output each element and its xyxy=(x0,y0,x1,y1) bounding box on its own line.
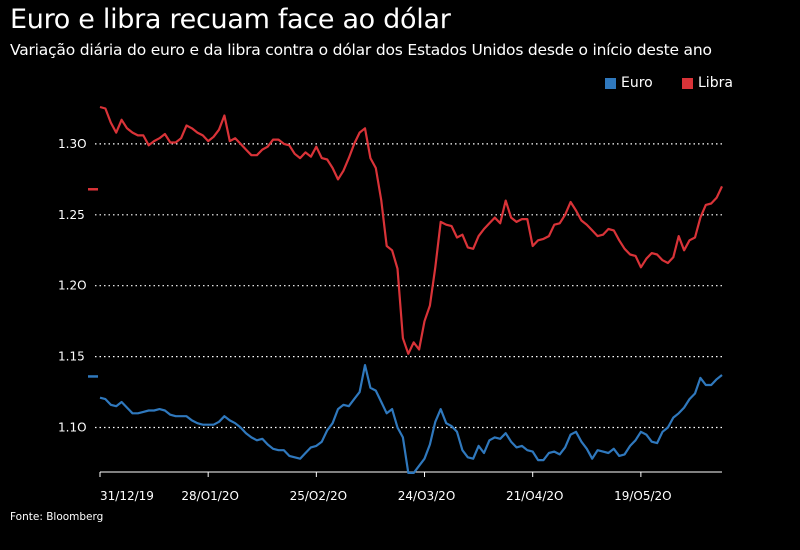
legend-label-libra: Libra xyxy=(698,75,733,91)
legend-label-euro: Euro xyxy=(621,75,653,91)
series-line-euro xyxy=(99,364,723,474)
x-tick-label: 25/O2/2O xyxy=(290,489,348,503)
x-tick-label: 21/O4/2O xyxy=(506,489,564,503)
y-tick-label: 1.15 xyxy=(58,350,85,364)
y-tick-label: 1.3O xyxy=(58,137,87,151)
y-tick-label: 1.2O xyxy=(58,279,87,293)
legend-item-euro: Euro xyxy=(605,75,653,91)
x-tick-label: 31/12/19 xyxy=(100,489,154,503)
legend-swatch-euro xyxy=(605,77,616,89)
y-tick-label: 1.1O xyxy=(58,421,87,435)
source-note: Fonte: Bloomberg xyxy=(10,511,104,523)
chart-title: Euro e libra recuam face ao dólar xyxy=(10,4,451,35)
legend-item-libra: Libra xyxy=(682,75,733,91)
x-tick-label: 28/O1/2O xyxy=(181,489,239,503)
x-tick-label: 19/O5/2O xyxy=(614,489,672,503)
series-line-libra xyxy=(99,105,723,355)
y-tick-label: 1.25 xyxy=(58,208,85,222)
x-tick-label: 24/O3/2O xyxy=(398,489,456,503)
legend-swatch-libra xyxy=(682,77,693,89)
chart-subtitle: Variação diária do euro e da libra contr… xyxy=(10,41,712,59)
